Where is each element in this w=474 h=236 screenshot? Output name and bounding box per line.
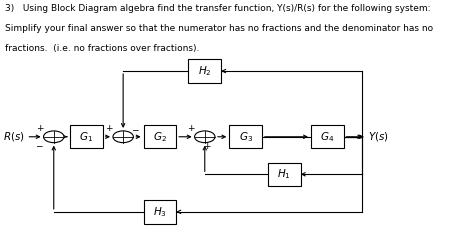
Text: $H_2$: $H_2$ xyxy=(198,64,211,78)
Text: Simplify your final answer so that the numerator has no fractions and the denomi: Simplify your final answer so that the n… xyxy=(5,24,433,33)
Text: $G_2$: $G_2$ xyxy=(153,130,167,144)
Circle shape xyxy=(44,131,64,143)
Bar xyxy=(229,125,262,148)
Bar xyxy=(70,125,103,148)
Text: fractions.  (i.e. no fractions over fractions).: fractions. (i.e. no fractions over fract… xyxy=(5,44,199,53)
Text: +: + xyxy=(105,124,113,133)
Text: $H_3$: $H_3$ xyxy=(153,205,167,219)
Text: +: + xyxy=(36,124,43,133)
Text: $G_1$: $G_1$ xyxy=(80,130,93,144)
Text: +: + xyxy=(203,142,210,151)
Bar xyxy=(144,200,176,223)
Bar xyxy=(189,59,221,83)
Text: $-$: $-$ xyxy=(131,124,140,133)
Text: 3)   Using Block Diagram algebra find the transfer function, Y(s)/R(s) for the f: 3) Using Block Diagram algebra find the … xyxy=(5,4,430,13)
Circle shape xyxy=(113,131,133,143)
Text: $R(s)$: $R(s)$ xyxy=(3,130,25,143)
Bar xyxy=(268,163,301,186)
Text: $H_1$: $H_1$ xyxy=(277,167,291,181)
Bar xyxy=(311,125,344,148)
Text: $-$: $-$ xyxy=(35,140,44,149)
Text: $G_3$: $G_3$ xyxy=(238,130,253,144)
Text: $Y(s)$: $Y(s)$ xyxy=(368,130,389,143)
Circle shape xyxy=(194,131,215,143)
Bar xyxy=(144,125,176,148)
Text: +: + xyxy=(187,124,194,133)
Text: $G_4$: $G_4$ xyxy=(320,130,334,144)
